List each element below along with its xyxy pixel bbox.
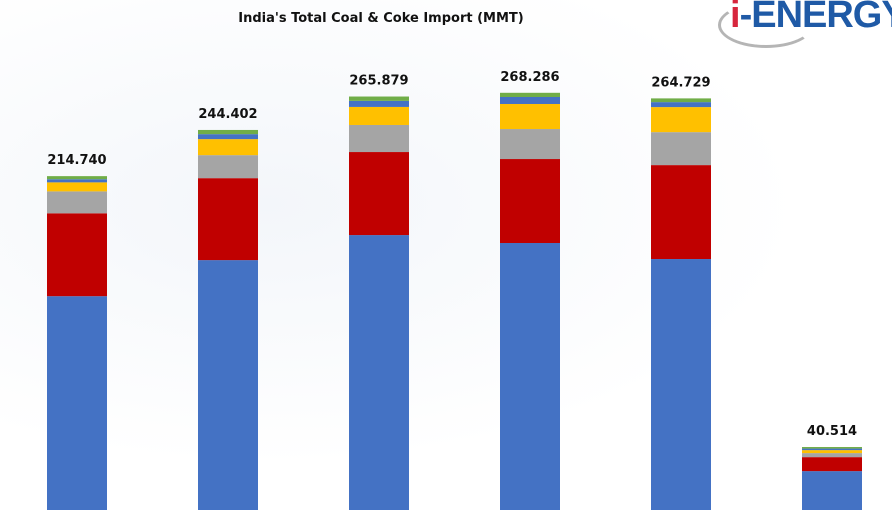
chart-title: India's Total Coal & Coke Import (MMT) [238, 11, 524, 26]
bar-segment-6-6 [802, 447, 862, 449]
bar-segment-3-2 [349, 152, 409, 236]
bar-segment-3-5 [349, 100, 409, 107]
bar-segment-1-5 [47, 179, 107, 183]
bar-segment-1-6 [47, 176, 107, 180]
data-label-total: 264.729 [651, 75, 710, 90]
bar-segment-5-5 [651, 102, 711, 108]
bar-segment-4-2 [500, 159, 560, 244]
bar-segment-6-4 [802, 450, 862, 454]
bar-segment-2-4 [198, 139, 258, 156]
bar-segment-5-2 [651, 165, 711, 260]
bar-segment-2-3 [198, 155, 258, 179]
bar-segment-5-3 [651, 132, 711, 166]
bar-segment-1-1 [47, 296, 107, 510]
bar-segment-4-1 [500, 243, 560, 510]
bar-segment-6-1 [802, 471, 862, 510]
bar-segment-6-2 [802, 457, 862, 472]
bar-segment-2-1 [198, 260, 258, 510]
bar-segment-5-6 [651, 98, 711, 103]
bar-segment-5-1 [651, 259, 711, 510]
bar-segment-4-3 [500, 129, 560, 160]
bar-segment-1-4 [47, 182, 107, 192]
bar-segment-3-4 [349, 106, 409, 125]
data-label-total: 268.286 [500, 70, 559, 85]
bar-segment-5-4 [651, 107, 711, 133]
data-label-total: 40.514 [807, 424, 857, 439]
data-label-total: 214.740 [47, 153, 106, 168]
bar-segment-3-1 [349, 235, 409, 511]
bar-segment-4-4 [500, 103, 560, 130]
bar-segment-1-2 [47, 213, 107, 297]
data-label-total: 265.879 [349, 74, 408, 89]
bar-segment-3-6 [349, 96, 409, 101]
bar-segment-4-6 [500, 92, 560, 97]
bar-segment-4-5 [500, 96, 560, 104]
i-energy-logo: i-ENERGY [718, 0, 892, 48]
bar-segment-2-5 [198, 134, 258, 140]
bar-segment-6-5 [802, 448, 862, 451]
bar-segment-6-3 [802, 453, 862, 458]
data-label-total: 244.402 [198, 107, 257, 122]
bar-segment-3-3 [349, 124, 409, 153]
bar-segment-2-2 [198, 178, 258, 261]
bar-segment-1-3 [47, 191, 107, 214]
bar-segment-2-6 [198, 129, 258, 135]
